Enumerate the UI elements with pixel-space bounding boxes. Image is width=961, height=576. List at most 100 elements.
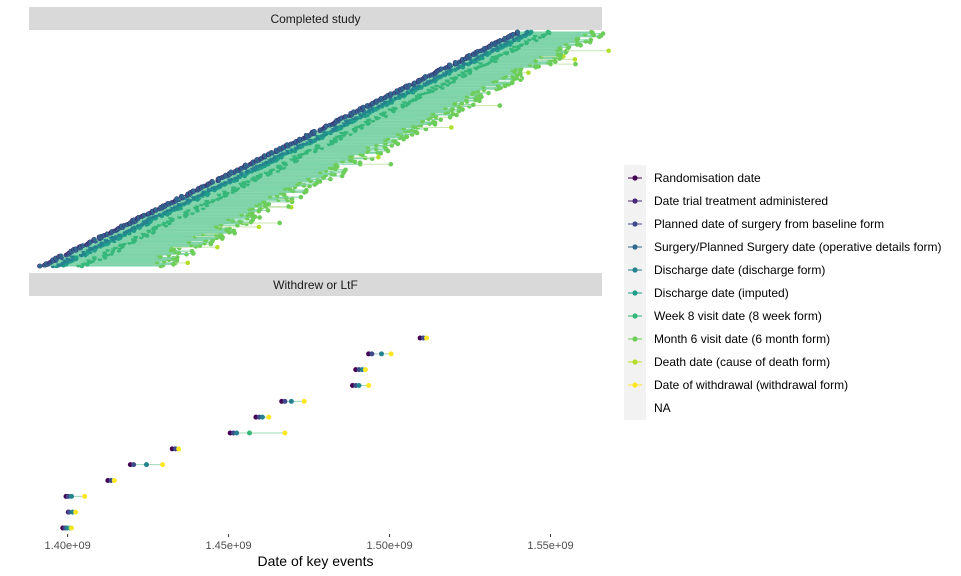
event-point: [356, 383, 362, 388]
event-point: [193, 244, 199, 249]
event-point: [304, 187, 309, 193]
event-point: [153, 207, 159, 212]
event-point: [606, 48, 611, 54]
legend-label: Date of withdrawal (withdrawal form): [654, 378, 848, 392]
event-point: [257, 215, 262, 220]
facet-title-completed: Completed study: [270, 12, 360, 26]
event-point: [259, 414, 265, 420]
event-point: [312, 129, 317, 134]
event-point: [526, 70, 531, 75]
legend-key-point: [632, 290, 638, 296]
event-point: [277, 220, 282, 226]
event-point: [131, 462, 137, 468]
event-point: [37, 263, 43, 269]
x-tick-label: 1.50e+09: [366, 540, 412, 552]
event-point: [600, 31, 606, 36]
event-point: [286, 204, 291, 209]
event-point: [388, 351, 394, 357]
event-point: [401, 136, 406, 142]
legend-key-point: [632, 313, 638, 319]
event-point: [282, 430, 288, 436]
event-point: [343, 114, 349, 119]
event-point: [266, 201, 272, 207]
event-point: [373, 146, 379, 151]
event-point: [304, 133, 309, 138]
event-point: [553, 59, 558, 65]
x-axis-title: Date of key events: [258, 553, 374, 569]
event-point: [430, 119, 436, 125]
event-point: [460, 107, 465, 112]
event-point: [143, 462, 149, 468]
x-tick-label: 1.40e+09: [45, 540, 91, 552]
event-point: [438, 117, 444, 122]
event-point: [572, 57, 578, 62]
event-point: [366, 383, 372, 388]
event-point: [357, 160, 363, 165]
event-point: [407, 82, 412, 88]
legend-key-point: [632, 267, 638, 273]
event-point: [439, 66, 444, 72]
event-point: [447, 62, 453, 68]
legend-label: Randomisation date: [654, 171, 761, 185]
event-point: [498, 38, 503, 43]
event-point: [424, 335, 430, 341]
legend-label: Date trial treatment administered: [654, 194, 828, 208]
facet-strip-withdrew: [29, 273, 602, 296]
facet-title-withdrew: Withdrew or LtF: [273, 278, 358, 292]
legend: Randomisation date Date trial treatment a…: [628, 171, 941, 415]
event-point: [82, 493, 88, 499]
legend-key-point: [632, 359, 638, 365]
facet-strip-completed: [29, 7, 602, 30]
event-point: [160, 462, 166, 468]
event-point: [511, 32, 516, 37]
legend-key-point: [632, 175, 638, 181]
legend-label: Surgery/Planned Surgery date (operative …: [654, 240, 941, 254]
event-point: [423, 74, 428, 79]
event-point: [361, 104, 366, 110]
event-point: [378, 351, 384, 357]
event-point: [449, 125, 454, 130]
event-point: [215, 244, 220, 250]
legend-key-point: [632, 221, 638, 227]
legend-label: Discharge date (imputed): [654, 286, 789, 300]
event-point: [256, 224, 262, 230]
legend-label: Planned date of surgery from baseline fo…: [654, 217, 884, 231]
event-point: [210, 179, 215, 184]
legend-key-point: [632, 198, 638, 204]
event-point: [413, 129, 419, 135]
event-point: [191, 188, 196, 194]
event-point: [447, 115, 453, 120]
event-point: [515, 29, 521, 35]
event-point: [328, 176, 333, 182]
event-point: [453, 60, 459, 65]
event-point: [174, 196, 180, 201]
event-point: [228, 169, 234, 175]
event-point: [454, 112, 459, 118]
event-point: [58, 253, 64, 259]
x-tick-label: 1.55e+09: [527, 540, 573, 552]
event-point: [269, 150, 275, 155]
event-point: [243, 162, 249, 168]
event-point: [68, 493, 74, 499]
event-point: [297, 136, 303, 142]
x-axis: 1.40e+09 1.45e+09 1.50e+09 1.55e+09: [45, 534, 574, 552]
event-point: [525, 29, 530, 35]
event-point: [486, 90, 491, 96]
event-point: [234, 430, 240, 436]
event-point: [92, 237, 97, 242]
event-point: [266, 414, 272, 420]
legend-label: Week 8 visit date (8 week form): [654, 309, 822, 323]
event-point: [301, 183, 307, 188]
event-point: [230, 218, 236, 223]
event-point: [388, 161, 394, 167]
event-point: [247, 430, 253, 436]
event-point: [573, 61, 578, 67]
event-point: [450, 111, 456, 117]
legend-label: Month 6 visit date (6 month form): [654, 332, 830, 346]
legend-key-point: [632, 244, 638, 250]
event-point: [497, 103, 503, 108]
event-point: [288, 398, 294, 404]
event-point: [369, 351, 375, 357]
event-point: [388, 91, 394, 97]
legend-label: Death date (cause of death form): [654, 355, 830, 369]
